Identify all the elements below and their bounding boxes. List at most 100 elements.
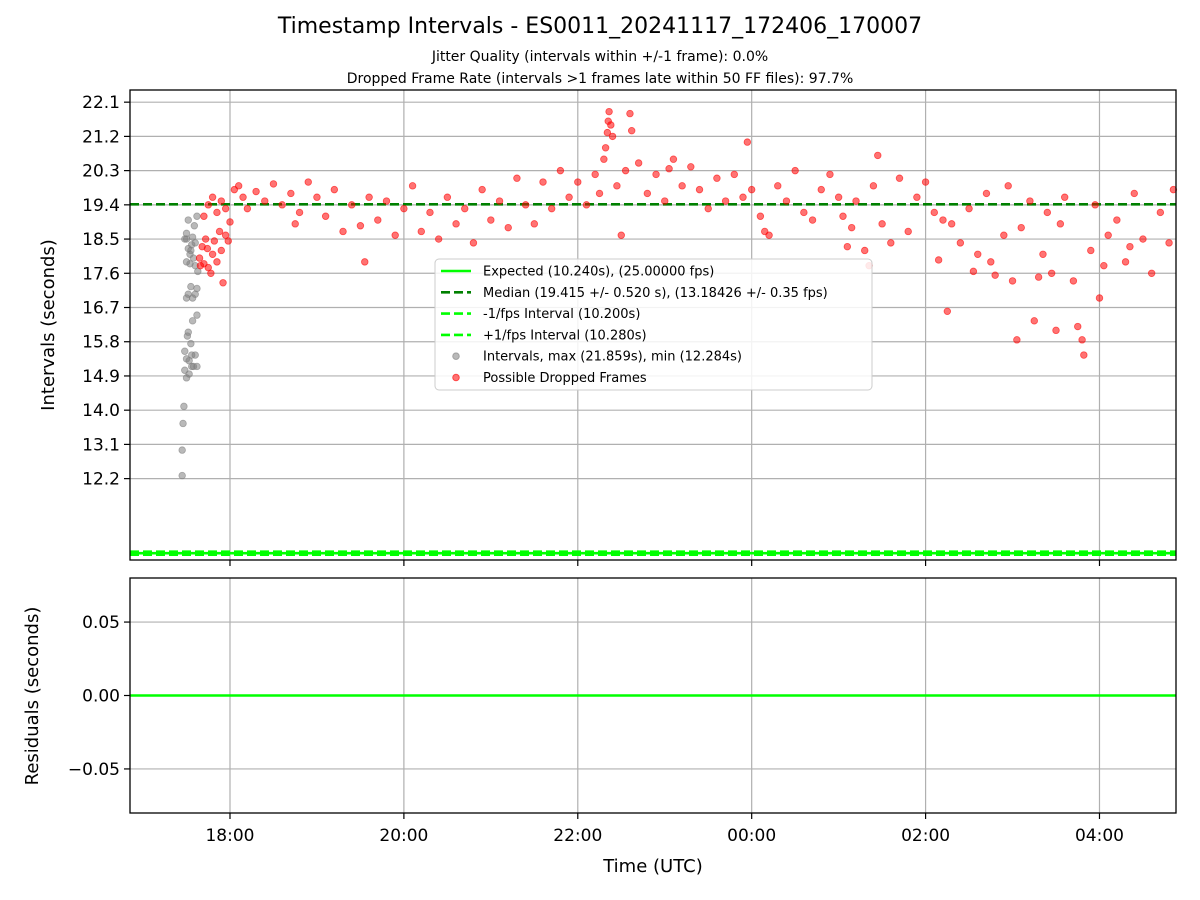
y-tick-label: 0.00 <box>82 687 120 707</box>
intervals-x-ticks <box>229 560 1101 566</box>
data-point <box>603 128 612 137</box>
data-point <box>852 197 860 205</box>
data-point <box>1052 326 1060 335</box>
data-point <box>495 197 504 205</box>
data-point <box>1074 322 1082 331</box>
legend-marker-swatch <box>452 373 460 382</box>
x-tick-label: 18:00 <box>205 826 254 846</box>
data-point <box>1078 336 1086 344</box>
data-point <box>191 290 199 298</box>
y-tick-label: 20.3 <box>82 162 120 182</box>
data-point <box>1026 197 1034 205</box>
data-point <box>200 212 208 220</box>
data-point <box>847 223 856 232</box>
data-point <box>665 165 673 173</box>
data-point <box>1147 269 1156 277</box>
data-point <box>187 339 195 348</box>
data-point <box>217 197 225 205</box>
data-point <box>947 220 956 228</box>
data-point <box>730 170 738 179</box>
y-tick-label: 14.0 <box>82 401 120 421</box>
intervals-panel: 22.1 21.2 20.3 19.4 18.5 17.6 16.7 15.8 14.9 14.0… <box>38 89 1178 566</box>
residuals-panel: 0.05 0.00 −0.05 18:00 20:00 22:00 00:00 02:00 0… <box>22 577 1177 877</box>
y-tick-label: 21.2 <box>82 127 120 147</box>
data-point <box>178 471 186 480</box>
data-point <box>219 279 227 287</box>
data-point <box>608 132 617 141</box>
legend-entry-label: Expected (10.240s), (25.00000 fps) <box>483 265 714 280</box>
x-tick-label: 04:00 <box>1075 826 1124 846</box>
data-point <box>548 204 556 213</box>
data-point <box>313 193 321 201</box>
legend: Expected (10.240s), (25.00000 fps) Median… <box>434 258 873 391</box>
data-point <box>591 170 599 179</box>
data-point <box>930 208 938 217</box>
data-point <box>839 212 847 220</box>
data-point <box>643 189 652 198</box>
data-point <box>521 201 530 209</box>
data-point <box>181 347 189 355</box>
data-point <box>921 178 930 186</box>
data-point <box>965 204 973 213</box>
legend-entry-label: -1/fps Interval (10.200s) <box>483 307 640 322</box>
data-point <box>178 446 186 454</box>
data-point <box>791 166 799 175</box>
data-point <box>400 204 408 213</box>
data-point <box>184 216 192 224</box>
data-point <box>234 182 243 190</box>
data-point <box>1034 273 1043 281</box>
data-point <box>1008 277 1017 285</box>
data-point <box>721 197 730 205</box>
data-point <box>669 155 678 163</box>
data-point <box>208 193 217 201</box>
data-point <box>193 311 201 319</box>
residuals-x-ticks: 18:00 20:00 22:00 00:00 02:00 04:00 <box>205 813 1124 846</box>
data-point <box>1069 277 1078 285</box>
data-point <box>1043 208 1052 217</box>
data-point <box>826 170 834 179</box>
data-point <box>287 189 295 198</box>
data-point <box>261 197 269 205</box>
data-point <box>626 109 634 118</box>
data-point <box>661 197 669 205</box>
data-point <box>215 227 224 236</box>
data-point <box>601 144 610 152</box>
data-point <box>1121 258 1130 266</box>
data-point <box>374 216 382 224</box>
data-point <box>878 220 886 228</box>
data-point <box>187 282 195 291</box>
data-point <box>361 258 369 266</box>
y-tick-label: −0.05 <box>68 760 120 780</box>
data-point <box>743 138 752 146</box>
data-point <box>556 166 565 175</box>
data-point <box>1126 242 1134 251</box>
data-point <box>207 269 215 277</box>
data-point <box>252 187 260 196</box>
legend-marker-swatch <box>452 352 460 361</box>
x-tick-label: 20:00 <box>379 826 428 846</box>
legend-entry-label: +1/fps Interval (10.280s) <box>483 328 647 343</box>
data-point <box>513 174 521 182</box>
data-point <box>461 204 469 213</box>
data-point <box>417 227 425 236</box>
data-point <box>239 193 247 201</box>
data-point <box>617 231 625 239</box>
data-point <box>504 223 512 232</box>
data-point <box>188 317 197 325</box>
data-point <box>452 220 460 228</box>
data-point <box>887 239 895 247</box>
data-point <box>193 362 201 371</box>
data-point <box>188 233 197 241</box>
data-point <box>221 204 230 213</box>
data-point <box>408 182 417 190</box>
intervals-axes-frame <box>129 89 1177 561</box>
data-point <box>1113 216 1121 224</box>
data-point <box>226 218 234 226</box>
data-point <box>565 193 573 201</box>
data-point <box>1047 269 1056 277</box>
y-tick-label: 16.7 <box>82 299 120 319</box>
data-point <box>969 267 978 276</box>
data-point <box>808 216 817 224</box>
interval-points <box>178 107 1178 480</box>
